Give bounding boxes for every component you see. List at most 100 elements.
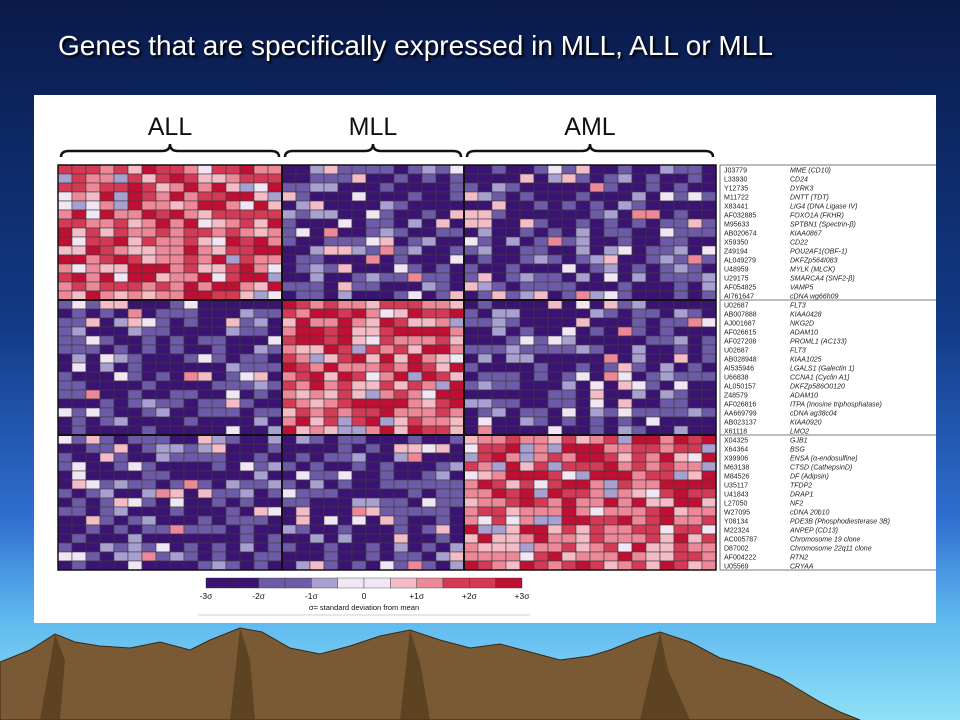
heatmap-cell — [631, 416, 647, 427]
heatmap-cell — [631, 317, 647, 328]
heatmap-cell — [379, 281, 395, 292]
heatmap-cell — [407, 335, 423, 346]
heatmap-cell — [253, 308, 269, 319]
heatmap-cell — [365, 200, 381, 211]
heatmap-cell — [477, 560, 493, 571]
heatmap-cell — [239, 362, 255, 373]
heatmap-cell — [323, 254, 339, 265]
heatmap-cell — [547, 263, 563, 274]
heatmap-cell — [449, 524, 465, 535]
gene-accession-label: AB007888 — [724, 312, 757, 319]
heatmap-cell — [141, 182, 157, 193]
heatmap-cell — [85, 218, 101, 229]
gene-accession-label: AF026816 — [724, 402, 756, 409]
heatmap-cell — [267, 344, 283, 355]
heatmap-cell — [127, 533, 143, 544]
heatmap-cell — [57, 263, 73, 274]
heatmap-cell — [85, 506, 101, 517]
heatmap-cell — [155, 290, 171, 301]
heatmap-cell — [491, 299, 507, 310]
heatmap-cell — [309, 452, 325, 463]
heatmap-cell — [155, 380, 171, 391]
heatmap-cell — [449, 488, 465, 499]
heatmap-cell — [687, 173, 703, 184]
heatmap-cell — [155, 560, 171, 571]
heatmap-cell — [337, 443, 353, 454]
heatmap-cell — [421, 551, 437, 562]
heatmap-cell — [687, 236, 703, 247]
heatmap-cell — [449, 479, 465, 490]
heatmap-cell — [589, 398, 605, 409]
heatmap-cell — [379, 236, 395, 247]
heatmap-cell — [239, 173, 255, 184]
heatmap-cell — [225, 425, 241, 436]
heatmap-cell — [393, 218, 409, 229]
heatmap-cell — [253, 362, 269, 373]
heatmap-cell — [365, 380, 381, 391]
heatmap-cell — [603, 470, 619, 481]
heatmap-cell — [477, 182, 493, 193]
heatmap-cell — [211, 344, 227, 355]
heatmap-cell — [337, 407, 353, 418]
heatmap-cell — [57, 191, 73, 202]
heatmap-cell — [239, 515, 255, 526]
heatmap-cell — [57, 344, 73, 355]
heatmap-cell — [589, 407, 605, 418]
heatmap-cell — [603, 344, 619, 355]
heatmap-cell — [421, 371, 437, 382]
heatmap-cell — [183, 452, 199, 463]
heatmap-cell — [323, 299, 339, 310]
heatmap-cell — [365, 443, 381, 454]
heatmap-cell — [505, 362, 521, 373]
heatmap-cell — [351, 227, 367, 238]
heatmap-cell — [645, 506, 661, 517]
heatmap-cell — [99, 236, 115, 247]
heatmap-cell — [337, 164, 353, 175]
heatmap-cell — [169, 416, 185, 427]
heatmap-cell — [267, 416, 283, 427]
heatmap-cell — [57, 452, 73, 463]
heatmap-cell — [365, 362, 381, 373]
heatmap-cell — [141, 254, 157, 265]
heatmap-cell — [659, 164, 675, 175]
heatmap-cell — [351, 245, 367, 256]
heatmap-cell — [421, 317, 437, 328]
heatmap-cell — [309, 182, 325, 193]
heatmap-cell — [71, 299, 87, 310]
heatmap-cell — [351, 308, 367, 319]
heatmap-cell — [435, 353, 451, 364]
heatmap-cell — [99, 461, 115, 472]
gene-accession-label: U48959 — [724, 267, 749, 274]
heatmap-cell — [547, 470, 563, 481]
heatmap-cell — [141, 452, 157, 463]
heatmap-cell — [645, 326, 661, 337]
heatmap-cell — [673, 281, 689, 292]
heatmap-cell — [645, 173, 661, 184]
heatmap-cell — [617, 218, 633, 229]
heatmap-cell — [393, 551, 409, 562]
heatmap-cell — [477, 272, 493, 283]
heatmap-cell — [603, 533, 619, 544]
heatmap-cell — [491, 497, 507, 508]
heatmap-cell — [71, 290, 87, 301]
heatmap-cell — [659, 173, 675, 184]
heatmap-cell — [127, 344, 143, 355]
heatmap-cell — [407, 164, 423, 175]
gene-accession-label: AF027208 — [724, 339, 756, 346]
heatmap-cell — [561, 533, 577, 544]
heatmap-cell — [673, 551, 689, 562]
heatmap-cell — [141, 299, 157, 310]
heatmap-cell — [379, 317, 395, 328]
heatmap-cell — [85, 488, 101, 499]
heatmap-cell — [183, 443, 199, 454]
heatmap-cell — [589, 218, 605, 229]
heatmap-cell — [127, 452, 143, 463]
heatmap-cell — [113, 209, 129, 220]
gene-symbol-label: KIAA0920 — [790, 420, 822, 427]
heatmap-cell — [225, 461, 241, 472]
heatmap-cell — [351, 191, 367, 202]
heatmap-cell — [435, 335, 451, 346]
heatmap-cell — [477, 551, 493, 562]
heatmap-cell — [659, 317, 675, 328]
heatmap-cell — [323, 488, 339, 499]
